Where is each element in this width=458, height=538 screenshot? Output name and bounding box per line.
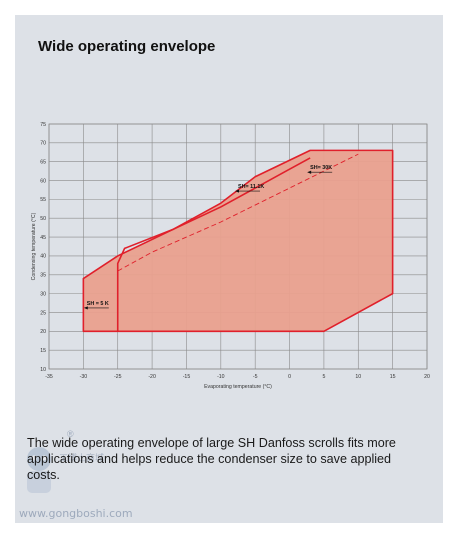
x-tick-label: 20	[424, 374, 430, 380]
annotation-arrowhead	[235, 189, 239, 193]
annotation-label: SH = 5 K	[87, 301, 109, 307]
envelope-area	[83, 150, 393, 332]
series-lines	[82, 149, 394, 333]
x-tick-label: -10	[217, 374, 225, 380]
annotation-arrowhead	[83, 306, 88, 310]
axes: -35 -30 -25 -20 -15 -10 -5 0 5 10 15 20 10 15 20 25 30 35…	[31, 122, 430, 390]
annotations: SH = 5 K SH= 11.1K SH= 30K	[83, 165, 332, 310]
y-tick-label: 50	[40, 216, 46, 222]
series-line-sh-30k	[117, 153, 359, 272]
x-tick-label: 5	[322, 374, 325, 380]
watermark-cn-text: 工博士商城	[59, 453, 105, 463]
y-tick-label: 15	[40, 348, 46, 354]
y-tick-label: 20	[40, 329, 46, 335]
watermark-robot-icon	[27, 447, 51, 493]
y-tick-label: 60	[40, 178, 46, 184]
series-line-sh-5k	[82, 149, 394, 333]
x-tick-label: -5	[253, 374, 258, 380]
envelope-fill	[83, 150, 393, 332]
y-tick-label: 70	[40, 141, 46, 147]
y-tick-label: 55	[40, 197, 46, 203]
watermark: ® 工博士商城 www.gongboshi.com	[19, 429, 133, 523]
x-tick-label: 0	[288, 374, 291, 380]
x-tick-label: -25	[114, 374, 122, 380]
page-title: Wide operating envelope	[38, 38, 216, 55]
y-tick-label: 40	[40, 254, 46, 260]
watermark-url: www.gongboshi.com	[19, 507, 133, 520]
annotation-label: SH= 30K	[310, 165, 332, 171]
x-tick-label: -20	[148, 374, 156, 380]
y-axis-label: Condensing temperature (°C)	[31, 212, 37, 280]
x-tick-label: 15	[390, 374, 396, 380]
y-tick-label: 30	[40, 291, 46, 297]
annotation-arrowhead	[307, 170, 312, 174]
y-tick-label: 45	[40, 235, 46, 241]
y-tick-label: 75	[40, 122, 46, 128]
chart-container: -35 -30 -25 -20 -15 -10 -5 0 5 10 15 20 10 15 20 25 30 35…	[15, 15, 443, 415]
x-tick-label: -30	[80, 374, 88, 380]
x-axis-label: Evaporating temperature (°C)	[204, 384, 272, 390]
annotation-label: SH= 11.1K	[238, 184, 264, 190]
operating-envelope-chart: -35 -30 -25 -20 -15 -10 -5 0 5 10 15 20 10 15 20 25 30 35…	[31, 122, 430, 390]
y-tick-label: 25	[40, 310, 46, 316]
watermark-registered: ®	[67, 429, 74, 439]
y-tick-label: 35	[40, 273, 46, 279]
content-card: Wide operating envelope -35 -30 -25 -20 -15-…	[15, 15, 443, 523]
caption-text: The wide operating envelope of large SH …	[27, 436, 396, 482]
series-line-sh-11-1k	[116, 157, 311, 332]
x-tick-label: -15	[183, 374, 191, 380]
y-tick-label: 65	[40, 159, 46, 165]
x-tick-label: -35	[45, 374, 53, 380]
x-tick-label: 10	[355, 374, 361, 380]
y-tick-label: 10	[40, 367, 46, 373]
